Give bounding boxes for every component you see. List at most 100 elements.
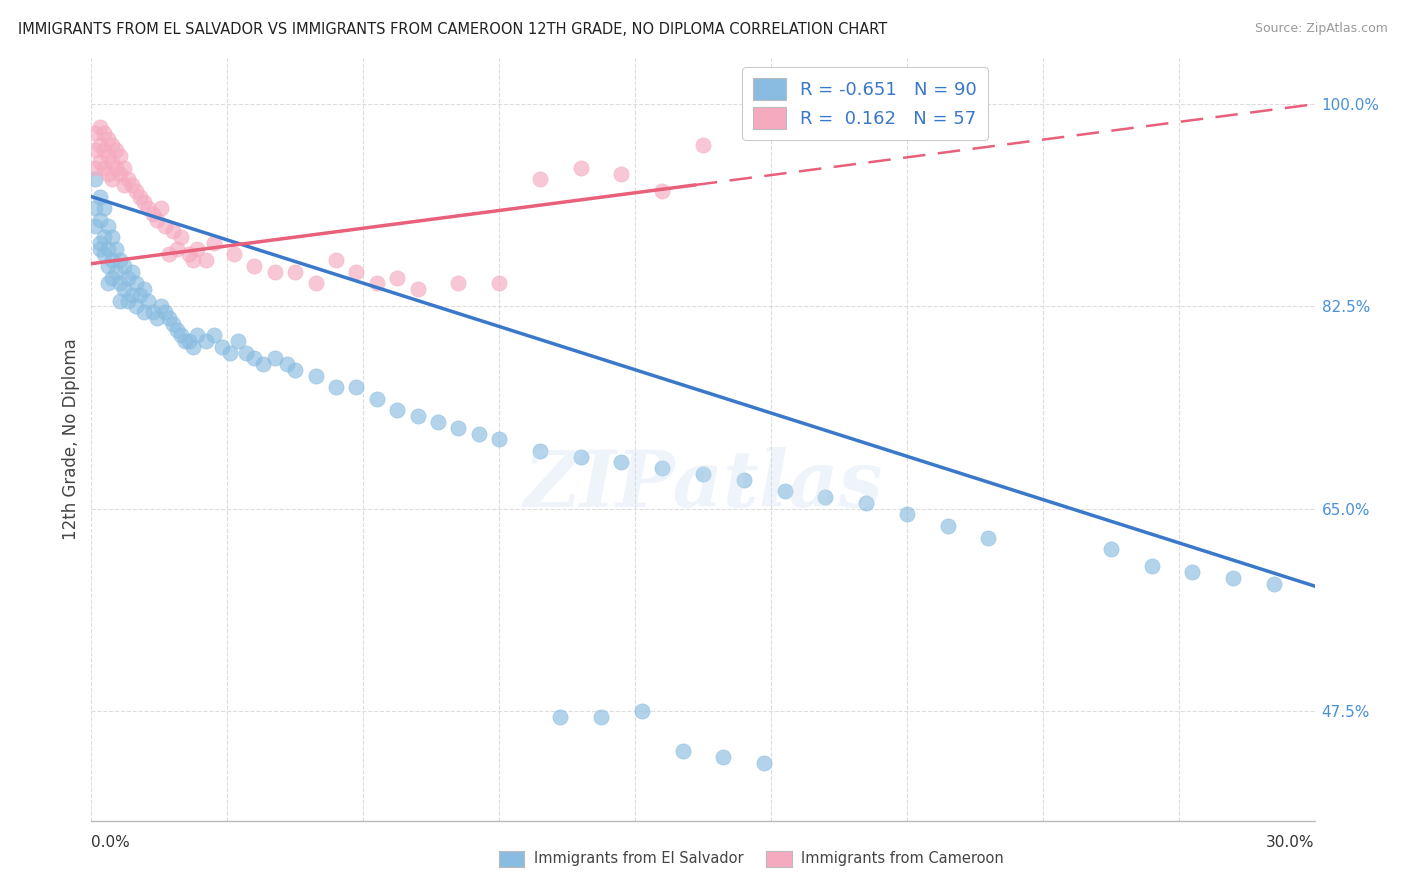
Point xyxy=(84,126,107,140)
Point xyxy=(97,259,120,273)
Point xyxy=(202,328,225,343)
Point xyxy=(179,334,201,348)
Point xyxy=(406,409,429,424)
Point xyxy=(117,293,139,308)
Point xyxy=(125,300,148,314)
Point xyxy=(235,345,257,359)
Point xyxy=(651,461,673,475)
Text: Immigrants from El Salvador: Immigrants from El Salvador xyxy=(534,851,744,865)
Point xyxy=(711,750,734,764)
Point xyxy=(219,345,242,359)
Point xyxy=(304,277,326,291)
Point xyxy=(129,189,152,203)
Point xyxy=(89,137,111,152)
Point xyxy=(93,247,115,261)
Point xyxy=(447,421,470,435)
Text: 30.0%: 30.0% xyxy=(1267,836,1315,850)
Point xyxy=(467,426,491,441)
Point xyxy=(93,201,115,215)
Text: Immigrants from Cameroon: Immigrants from Cameroon xyxy=(801,851,1004,865)
Point xyxy=(112,282,135,296)
Point xyxy=(631,704,654,718)
Point xyxy=(179,247,201,261)
Text: ZIPatlas: ZIPatlas xyxy=(523,447,883,524)
Point xyxy=(610,167,633,181)
Point xyxy=(651,184,673,198)
Point xyxy=(149,201,172,215)
Point xyxy=(101,270,124,285)
Point xyxy=(488,277,510,291)
Point xyxy=(170,328,193,343)
Point xyxy=(129,288,152,302)
Point xyxy=(112,178,135,192)
Point xyxy=(153,305,176,319)
Point xyxy=(108,293,131,308)
Point xyxy=(977,531,1000,545)
Point xyxy=(284,265,307,279)
Point xyxy=(773,484,796,499)
Text: Source: ZipAtlas.com: Source: ZipAtlas.com xyxy=(1254,22,1388,36)
Point xyxy=(569,161,592,175)
Point xyxy=(97,219,120,233)
Point xyxy=(1140,559,1163,574)
Point xyxy=(84,161,107,175)
Point xyxy=(1222,571,1244,585)
Point xyxy=(89,155,111,169)
Point xyxy=(97,242,120,256)
Point xyxy=(488,433,510,447)
Point xyxy=(304,368,326,383)
Point xyxy=(264,351,287,366)
Point xyxy=(1099,542,1122,557)
Point xyxy=(97,132,120,146)
Point xyxy=(186,242,208,256)
Point xyxy=(346,265,368,279)
Point xyxy=(325,253,347,268)
Point xyxy=(162,224,184,238)
Point xyxy=(108,277,131,291)
Point xyxy=(183,253,205,268)
Point xyxy=(138,201,160,215)
Point xyxy=(406,282,429,296)
Point xyxy=(97,167,120,181)
Point xyxy=(101,230,124,244)
Point xyxy=(108,149,131,163)
Point xyxy=(672,744,695,758)
Point xyxy=(529,172,551,186)
Point xyxy=(121,178,143,192)
Point xyxy=(550,709,572,723)
Point xyxy=(166,242,188,256)
Point xyxy=(814,490,837,504)
Point xyxy=(855,496,877,510)
Point xyxy=(754,756,776,770)
Point xyxy=(194,253,217,268)
Point xyxy=(117,270,139,285)
Y-axis label: 12th Grade, No Diploma: 12th Grade, No Diploma xyxy=(62,338,80,541)
Point xyxy=(93,230,115,244)
Point xyxy=(733,473,755,487)
Point xyxy=(108,253,131,268)
Point xyxy=(104,242,127,256)
Point xyxy=(692,467,714,481)
Legend: R = -0.651   N = 90, R =  0.162   N = 57: R = -0.651 N = 90, R = 0.162 N = 57 xyxy=(742,67,987,140)
Point xyxy=(157,247,180,261)
Point xyxy=(896,508,918,522)
Point xyxy=(149,300,172,314)
Point xyxy=(194,334,217,348)
Point xyxy=(162,317,184,331)
Point xyxy=(104,161,127,175)
Point xyxy=(252,357,274,371)
Point xyxy=(264,265,287,279)
Point xyxy=(174,334,197,348)
Point xyxy=(145,310,167,325)
Point xyxy=(186,328,208,343)
Point xyxy=(610,455,633,469)
Point xyxy=(112,161,135,175)
Point xyxy=(447,277,470,291)
Point xyxy=(325,380,347,394)
Point xyxy=(101,155,124,169)
Point xyxy=(366,392,388,406)
Point xyxy=(138,293,160,308)
Point xyxy=(89,212,111,227)
Point xyxy=(125,184,148,198)
Point xyxy=(211,340,233,354)
